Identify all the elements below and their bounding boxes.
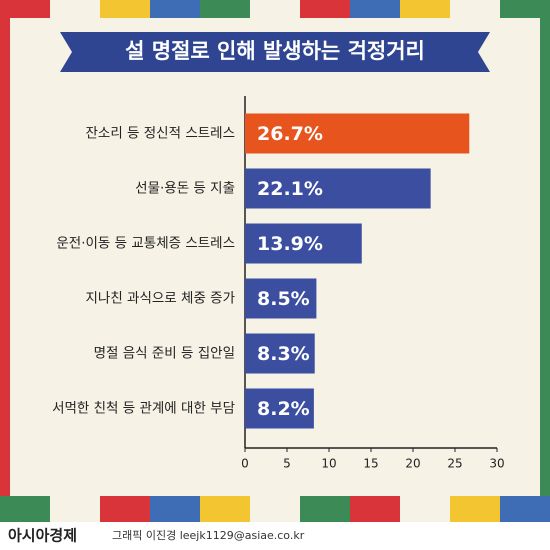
footer-bg: [0, 522, 550, 550]
x-tick-label: 20: [405, 457, 420, 471]
stripe: [150, 496, 201, 522]
stripe: [350, 496, 401, 522]
x-tick-label: 30: [489, 457, 504, 471]
decor-stripes: [0, 0, 550, 522]
stripe: [450, 0, 501, 18]
stripe: [0, 18, 10, 496]
bar: [245, 333, 315, 374]
value-label: 8.3%: [257, 343, 310, 365]
category-label: 서먹한 친척 등 관계에 대한 부담: [52, 401, 235, 417]
stripe: [300, 0, 351, 18]
value-label: 8.2%: [257, 398, 310, 420]
stripe: [450, 496, 501, 522]
category-label: 지나친 과식으로 체중 증가: [86, 291, 236, 307]
x-tick-label: 0: [241, 457, 249, 471]
stripe: [150, 0, 201, 18]
chart-title: 설 명절로 인해 발생하는 걱정거리: [125, 39, 425, 63]
stripe: [500, 0, 550, 18]
stripe: [100, 496, 151, 522]
category-label: 잔소리 등 정신적 스트레스: [86, 126, 236, 142]
bar: [245, 113, 470, 154]
stripe: [500, 496, 550, 522]
stripe: [100, 0, 151, 18]
stripe: [540, 18, 550, 496]
x-tick-label: 10: [321, 457, 336, 471]
stripe: [350, 0, 401, 18]
value-label: 8.5%: [257, 288, 310, 310]
bar: [245, 168, 431, 209]
x-tick-label: 15: [363, 457, 378, 471]
stripe: [300, 496, 351, 522]
stripe: [250, 496, 301, 522]
category-label: 선물·용돈 등 지출: [135, 181, 235, 197]
bar: [245, 388, 314, 429]
stripe: [0, 496, 51, 522]
title-banner: [60, 32, 490, 72]
category-label: 운전·이동 등 교통체증 스트레스: [56, 236, 235, 252]
stripe: [0, 0, 51, 18]
stripe: [50, 0, 101, 18]
stripe: [400, 0, 451, 18]
stripe: [50, 496, 101, 522]
x-tick-label: 25: [447, 457, 462, 471]
bar: [245, 223, 362, 264]
footer-credit: 그래픽 이진경 leejk1129@asiae.co.kr: [112, 529, 305, 542]
value-label: 13.9%: [257, 233, 323, 255]
bar: [245, 278, 317, 319]
stripe: [200, 496, 251, 522]
stripe: [400, 496, 451, 522]
category-label: 명절 음식 준비 등 집안일: [94, 346, 235, 362]
value-label: 26.7%: [257, 123, 323, 145]
value-label: 22.1%: [257, 178, 323, 200]
stripe: [200, 0, 251, 18]
stripe: [250, 0, 301, 18]
footer-logo: 아시아경제: [8, 527, 77, 545]
x-tick-label: 5: [283, 457, 291, 471]
